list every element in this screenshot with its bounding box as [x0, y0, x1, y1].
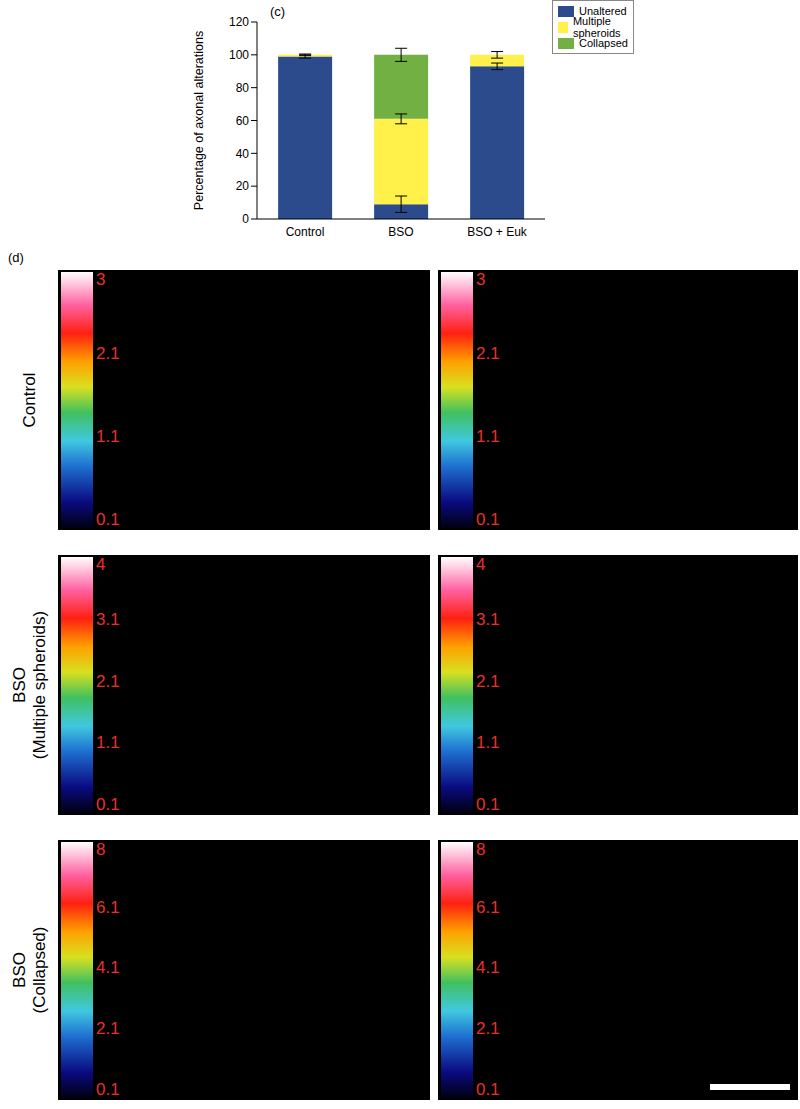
- svg-text:BSO + Euk: BSO + Euk: [467, 225, 528, 239]
- html-text:8: 8: [476, 840, 486, 859]
- svg-text:60: 60: [236, 114, 250, 128]
- html-text:Unaltered: Unaltered: [579, 5, 627, 17]
- svg-text:Control: Control: [286, 225, 325, 239]
- html-text:Collapsed: Collapsed: [579, 37, 628, 49]
- svg-text:120: 120: [229, 15, 249, 29]
- html-text:Control: Control: [20, 372, 39, 428]
- svg-text:0: 0: [242, 212, 249, 226]
- html-text:4: 4: [96, 555, 106, 574]
- html-text:0.1: 0.1: [476, 795, 500, 814]
- html-text:4.1: 4.1: [476, 958, 500, 978]
- html-text:2.1: 2.1: [96, 344, 120, 364]
- html-text:0.1: 0.1: [476, 1080, 500, 1099]
- svg-text:40: 40: [236, 147, 250, 161]
- html-text:(d): (d): [8, 250, 24, 265]
- svg-text:Percentage of axonal alteratio: Percentage of axonal alterations: [192, 31, 206, 210]
- html-text:0.1: 0.1: [476, 510, 500, 529]
- html-text:1.1: 1.1: [96, 427, 120, 447]
- html-text:0.1: 0.1: [96, 1080, 120, 1099]
- svg-text:100: 100: [229, 48, 249, 62]
- html-text:1.1: 1.1: [96, 733, 120, 753]
- html-text:2.1: 2.1: [96, 1019, 120, 1039]
- html-text:2.1: 2.1: [476, 671, 500, 691]
- html-text:2.1: 2.1: [476, 1019, 500, 1039]
- html-text:1.1: 1.1: [476, 427, 500, 447]
- html-text:(c): (c): [270, 4, 286, 19]
- svg-text:20: 20: [236, 179, 250, 193]
- html-text:3.1: 3.1: [96, 610, 120, 630]
- html-text:4.1: 4.1: [96, 958, 120, 978]
- html-text:8: 8: [96, 840, 106, 859]
- svg-text:80: 80: [236, 81, 250, 95]
- html-text:0.1: 0.1: [96, 795, 120, 814]
- html-text:3: 3: [96, 270, 106, 289]
- html-text:(Collapsed): (Collapsed): [30, 926, 49, 1014]
- html-text:(Multiple spheroids): (Multiple spheroids): [30, 610, 49, 760]
- html-text:4: 4: [476, 555, 486, 574]
- html-text:2.1: 2.1: [476, 344, 500, 364]
- html-text:6.1: 6.1: [476, 897, 500, 917]
- html-text:2.1: 2.1: [96, 671, 120, 691]
- html-text:3.1: 3.1: [476, 610, 500, 630]
- html-text:Multiple spheroids: Multiple spheroids: [572, 15, 621, 39]
- html-text:BSO: BSO: [10, 667, 29, 703]
- html-text:1.1: 1.1: [476, 733, 500, 753]
- svg-text:BSO: BSO: [388, 225, 413, 239]
- html-text:3: 3: [476, 270, 486, 289]
- html-text:0.1: 0.1: [96, 510, 120, 529]
- html-text:BSO: BSO: [10, 952, 29, 988]
- html-text:6.1: 6.1: [96, 897, 120, 917]
